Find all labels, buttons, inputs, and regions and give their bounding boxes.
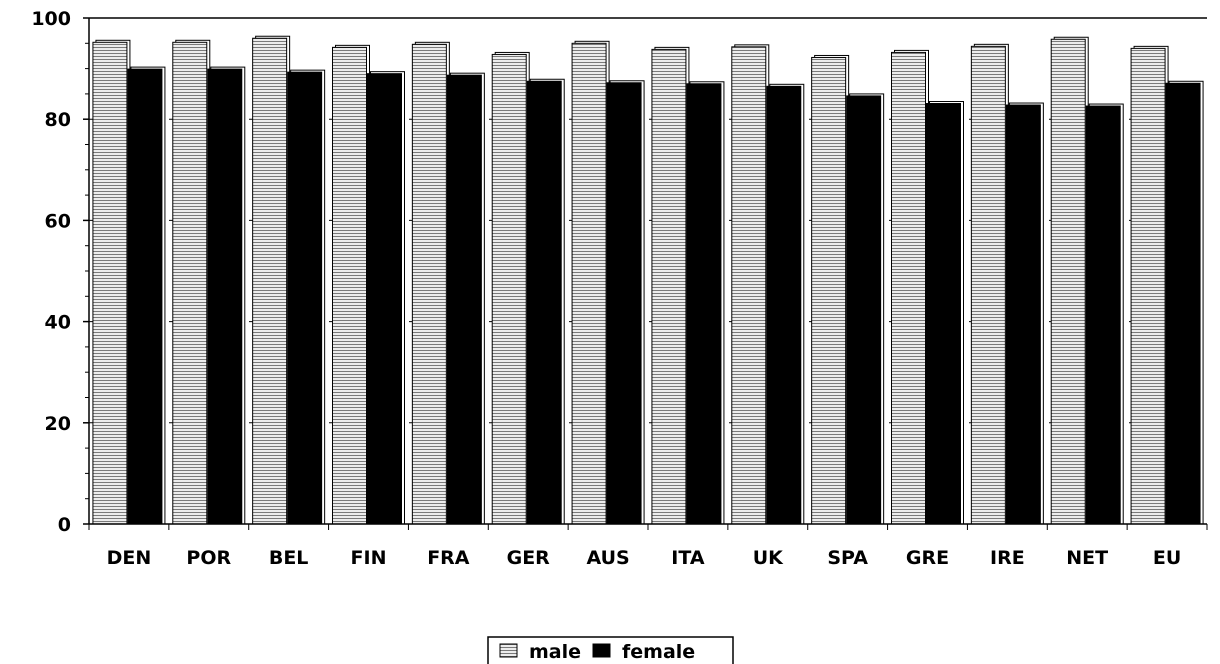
x-tick-label: UK bbox=[753, 547, 784, 569]
x-tick-label: BEL bbox=[269, 547, 309, 569]
bar-female bbox=[766, 85, 802, 525]
x-tick-label: DEN bbox=[107, 547, 152, 569]
y-tick-label: 20 bbox=[45, 413, 71, 435]
bar-female bbox=[287, 71, 323, 525]
x-tick-label: GRE bbox=[906, 547, 949, 569]
bar-female bbox=[446, 74, 482, 525]
x-tick-label: NET bbox=[1066, 547, 1108, 569]
x-tick-label: IRE bbox=[990, 547, 1025, 569]
y-tick-label: 0 bbox=[58, 514, 71, 536]
legend-swatch-male bbox=[499, 643, 518, 658]
x-tick-label: FIN bbox=[351, 547, 387, 569]
y-tick-label: 60 bbox=[45, 210, 71, 232]
legend-label-female: female bbox=[622, 641, 695, 663]
bar-female bbox=[1005, 104, 1041, 525]
x-tick-label: AUS bbox=[586, 547, 629, 569]
bar-male bbox=[1130, 47, 1166, 525]
legend-swatch-female bbox=[592, 643, 611, 658]
x-tick-label: FRA bbox=[427, 547, 470, 569]
bar-female bbox=[207, 68, 243, 525]
bar-male bbox=[92, 41, 128, 525]
bar-female bbox=[926, 103, 961, 525]
bar-female bbox=[1165, 82, 1201, 525]
bar-female bbox=[367, 73, 402, 525]
bar-male bbox=[491, 53, 527, 525]
y-tick-label: 100 bbox=[31, 8, 71, 30]
bar-female bbox=[846, 95, 882, 525]
bar-male bbox=[811, 56, 847, 525]
y-tick-label: 80 bbox=[45, 109, 71, 131]
bar-male bbox=[651, 48, 687, 525]
bar-female bbox=[127, 68, 163, 525]
bar-male bbox=[252, 37, 288, 525]
bar-male bbox=[172, 41, 208, 525]
x-tick-label: POR bbox=[186, 547, 231, 569]
x-tick-label: GER bbox=[507, 547, 551, 569]
bar-male bbox=[891, 51, 926, 525]
bar-male bbox=[970, 45, 1006, 525]
bar-male bbox=[731, 46, 767, 525]
x-tick-label: ITA bbox=[671, 547, 705, 569]
bar-female bbox=[686, 83, 722, 525]
bar-male bbox=[571, 42, 607, 525]
bar-male bbox=[332, 46, 367, 525]
legend-label-male: male bbox=[529, 641, 581, 663]
x-tick-label: EU bbox=[1153, 547, 1181, 569]
x-tick-label: SPA bbox=[827, 547, 868, 569]
bar-male bbox=[411, 43, 447, 525]
y-tick-label: 40 bbox=[45, 312, 71, 334]
bar-female bbox=[526, 80, 562, 525]
bar-male bbox=[1050, 38, 1086, 525]
bar-female bbox=[606, 82, 642, 525]
bar-female bbox=[1085, 105, 1121, 525]
